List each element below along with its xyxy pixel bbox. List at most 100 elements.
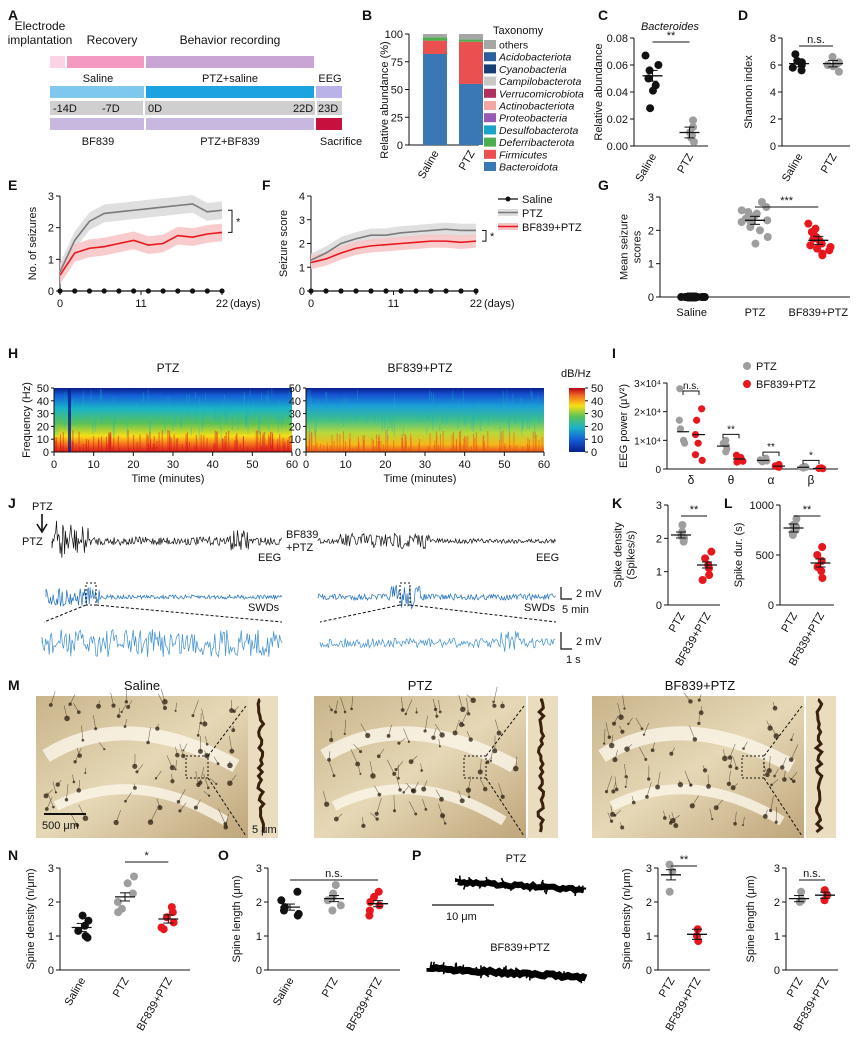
spectral-streak bbox=[538, 411, 540, 425]
data-point bbox=[676, 425, 685, 433]
spectral-streak bbox=[224, 409, 226, 419]
spectral-streak bbox=[113, 396, 115, 410]
spectral-streak bbox=[460, 447, 462, 452]
spectral-streak bbox=[56, 427, 58, 436]
spectral-streak bbox=[195, 434, 197, 452]
spectral-streak bbox=[214, 430, 216, 452]
spectral-streak bbox=[327, 446, 329, 452]
y-tick-label: 0 bbox=[397, 140, 403, 152]
spectral-streak bbox=[522, 415, 524, 429]
dendrite-stroke bbox=[150, 808, 158, 823]
spectral-streak bbox=[75, 443, 77, 452]
saline-bar bbox=[50, 86, 144, 98]
spectral-streak bbox=[467, 435, 469, 452]
dendrite-stroke bbox=[606, 775, 613, 792]
dendrite-stroke bbox=[406, 782, 414, 791]
y-tick-label: 1 bbox=[656, 567, 662, 579]
spectral-streak bbox=[391, 418, 393, 432]
y-tick-label: 40 bbox=[37, 396, 49, 408]
spectral-streak bbox=[112, 446, 114, 452]
panel-k-letter: K bbox=[612, 495, 622, 511]
y-tick-label: 100 bbox=[385, 29, 403, 41]
spine bbox=[577, 888, 581, 892]
y-tick-label: 1 bbox=[48, 931, 54, 943]
data-point bbox=[818, 574, 827, 582]
hippocampal-layer bbox=[609, 784, 785, 826]
spectral-streak bbox=[222, 439, 224, 452]
spectral-streak bbox=[500, 431, 502, 452]
spectral-streak bbox=[173, 434, 175, 452]
spine bbox=[488, 883, 491, 886]
spectral-streak bbox=[530, 389, 532, 397]
y-tick-label: 2 bbox=[48, 897, 54, 909]
data-point bbox=[737, 206, 746, 215]
spectral-streak bbox=[507, 409, 509, 416]
spine bbox=[579, 976, 583, 984]
data-point bbox=[365, 911, 374, 920]
panel-i: I PTZ BF839+PTZ 0 1×10⁴ 2×10⁴ 3×10⁴ EEG powe… bbox=[612, 345, 838, 487]
dendrite-stroke bbox=[646, 782, 652, 797]
dendrite-stroke bbox=[110, 692, 114, 706]
spectral-streak bbox=[512, 393, 514, 404]
y-tick-label: 0.02 bbox=[607, 114, 628, 126]
spectral-streak bbox=[521, 422, 523, 436]
recovery-bar bbox=[67, 56, 144, 68]
spine bbox=[468, 876, 472, 884]
dendrite-stroke bbox=[423, 780, 428, 790]
spine-title-ptz: PTZ bbox=[506, 853, 527, 865]
spectral-streak bbox=[499, 426, 501, 442]
electrode-label-2: implantation bbox=[8, 33, 73, 47]
spectral-streak bbox=[529, 439, 531, 452]
x-group-label: PTZ bbox=[745, 307, 766, 319]
dendrite-stroke bbox=[743, 741, 748, 749]
data-point bbox=[797, 887, 806, 896]
spectral-streak bbox=[135, 403, 137, 412]
spectral-streak bbox=[383, 444, 385, 452]
spectral-streak bbox=[306, 445, 308, 452]
spectral-streak bbox=[473, 433, 475, 452]
spectral-streak bbox=[222, 400, 224, 416]
zoom-line bbox=[485, 777, 525, 837]
neuron bbox=[612, 757, 618, 763]
histo-scale-small: 5 μm bbox=[252, 824, 277, 836]
spectral-streak bbox=[499, 440, 501, 452]
spectral-streak bbox=[477, 408, 479, 421]
spectral-streak bbox=[442, 415, 444, 424]
spectral-streak bbox=[149, 406, 151, 414]
spectral-streak bbox=[105, 436, 107, 452]
dendrite-stroke bbox=[200, 766, 205, 783]
spectral-streak bbox=[270, 431, 272, 452]
spectral-streak bbox=[225, 432, 227, 452]
spine bbox=[530, 882, 534, 887]
dendrite-stroke bbox=[663, 810, 666, 819]
dendrite-stroke bbox=[179, 802, 187, 812]
hippocampal-layer bbox=[320, 726, 518, 773]
data-point bbox=[375, 901, 384, 910]
spine bbox=[462, 882, 467, 890]
spectral-streak bbox=[427, 407, 429, 418]
spectral-streak bbox=[78, 431, 80, 452]
spectral-streak bbox=[282, 437, 284, 452]
spectral-streak bbox=[502, 430, 504, 452]
dendrite-stroke bbox=[461, 709, 469, 725]
dendrite-stroke bbox=[438, 699, 441, 712]
spine bbox=[543, 887, 547, 893]
dendrite-stroke bbox=[71, 814, 78, 826]
spectral-streak bbox=[100, 388, 102, 401]
data-point bbox=[374, 887, 383, 896]
spectral-streak bbox=[417, 409, 419, 421]
histo-title-bf: BF839+PTZ bbox=[665, 678, 736, 693]
neuron bbox=[113, 819, 119, 826]
spectral-streak bbox=[181, 418, 183, 430]
spectral-streak bbox=[376, 434, 378, 452]
dendrite-stroke bbox=[671, 747, 676, 754]
spectral-streak bbox=[79, 446, 81, 452]
legend-taxon: Proteobacteria bbox=[499, 113, 567, 125]
dendrite-stroke bbox=[438, 804, 443, 816]
y-tick-label: 0.08 bbox=[607, 33, 628, 45]
neuron bbox=[327, 757, 331, 762]
x-group-label: BF839+PTZ bbox=[135, 975, 175, 1033]
spectral-streak bbox=[535, 434, 537, 452]
dendrite-stroke bbox=[610, 805, 613, 815]
